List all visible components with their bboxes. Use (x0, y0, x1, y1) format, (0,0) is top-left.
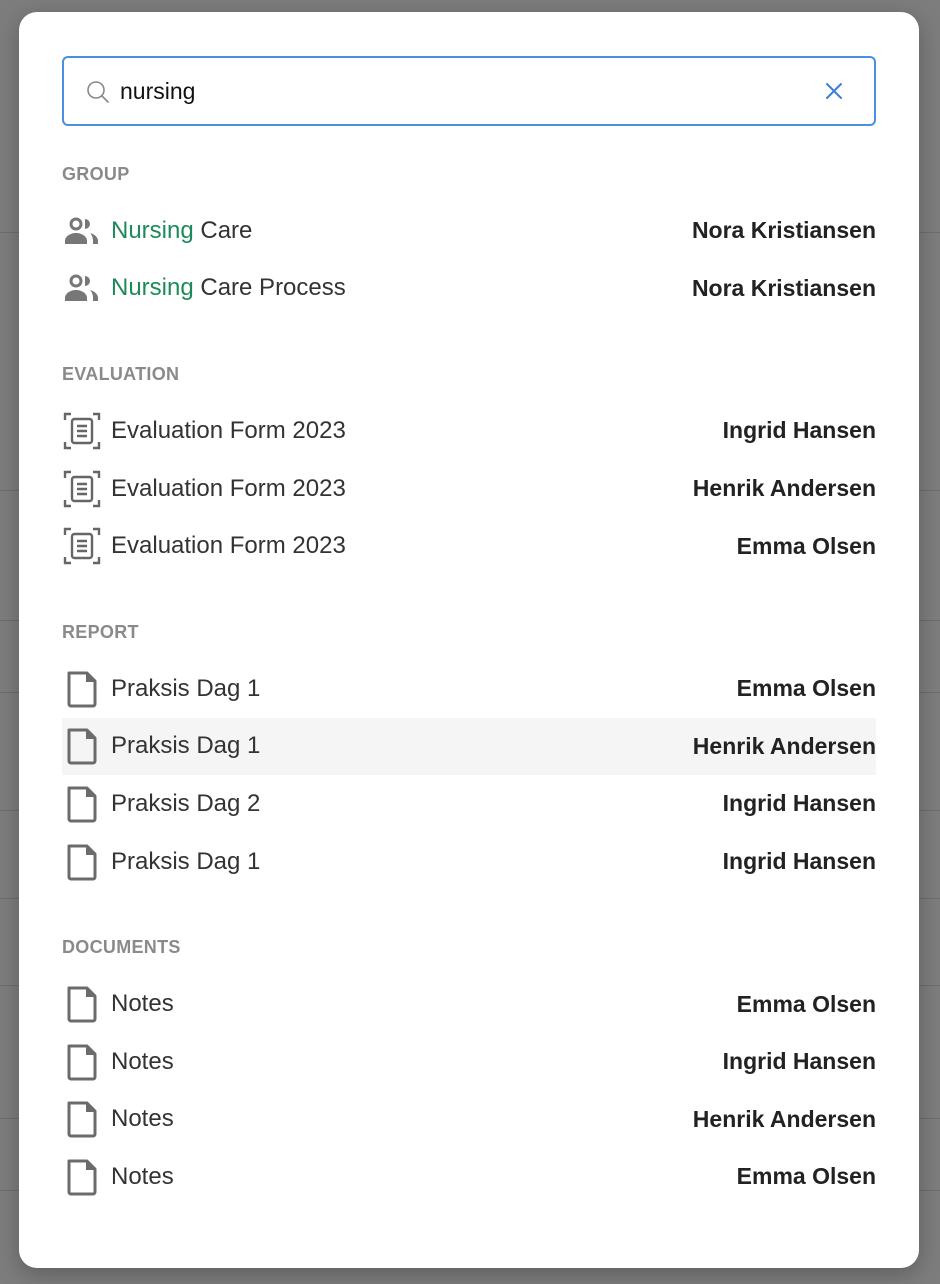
document-icon (62, 726, 102, 766)
query-match-highlight: Nursing (111, 274, 194, 302)
search-results: GROUP Nursing Care Nora Kristiansen Nurs… (62, 160, 876, 1249)
search-box (62, 56, 876, 126)
result-owner: Henrik Andersen (692, 1105, 876, 1132)
query-match-highlight: Nursing (111, 216, 194, 244)
result-owner: Emma Olsen (736, 532, 876, 559)
result-owner: Ingrid Hansen (722, 848, 876, 875)
result-item[interactable]: Notes Emma Olsen (62, 1148, 876, 1206)
group-icon (62, 211, 102, 251)
result-title: Notes (111, 1163, 737, 1191)
result-title-text: Praksis Dag 1 (111, 847, 261, 875)
result-title-text: Praksis Dag 1 (111, 732, 261, 760)
section-header: EVALUATION (62, 364, 180, 385)
results-section-group: GROUP Nursing Care Nora Kristiansen Nurs… (62, 160, 876, 317)
document-icon (62, 669, 102, 709)
result-title-text: Evaluation Form 2023 (111, 474, 346, 502)
result-owner: Emma Olsen (736, 1163, 876, 1190)
result-title-text: Notes (111, 1162, 174, 1190)
result-title-text: Notes (111, 1047, 174, 1075)
result-title: Praksis Dag 1 (111, 848, 723, 876)
result-title: Notes (111, 1048, 723, 1076)
result-item[interactable]: Evaluation Form 2023 Ingrid Hansen (62, 402, 876, 460)
result-title-text: Notes (111, 990, 174, 1018)
result-title: Evaluation Form 2023 (111, 475, 693, 503)
section-header: GROUP (62, 164, 130, 184)
result-title: Evaluation Form 2023 (111, 532, 737, 560)
result-item[interactable]: Praksis Dag 1 Emma Olsen (62, 660, 876, 718)
evaluation-form-icon (62, 469, 102, 509)
result-item[interactable]: Evaluation Form 2023 Henrik Andersen (62, 460, 876, 518)
search-icon (87, 81, 109, 103)
result-owner: Ingrid Hansen (722, 1048, 876, 1075)
result-title-text: Praksis Dag 1 (111, 674, 261, 702)
document-icon (62, 1157, 102, 1197)
results-section-report: REPORT Praksis Dag 1 Emma Olsen Praksis … (62, 618, 876, 890)
result-title: Praksis Dag 1 (111, 732, 693, 760)
result-item[interactable]: Praksis Dag 2 Ingrid Hansen (62, 775, 876, 833)
result-owner: Ingrid Hansen (722, 417, 876, 444)
result-item[interactable]: Praksis Dag 1 Ingrid Hansen (62, 833, 876, 891)
document-icon (62, 1042, 102, 1082)
result-item[interactable]: Nursing Care Nora Kristiansen (62, 202, 876, 260)
result-owner: Emma Olsen (736, 990, 876, 1017)
result-title-text: Notes (111, 1105, 174, 1133)
document-icon (62, 1099, 102, 1139)
search-modal: GROUP Nursing Care Nora Kristiansen Nurs… (19, 12, 919, 1268)
result-owner: Henrik Andersen (692, 475, 876, 502)
document-icon (62, 842, 102, 882)
results-section-evaluation: EVALUATION Evaluation Form 2023 Ingrid H… (62, 360, 876, 575)
result-title: Evaluation Form 2023 (111, 417, 723, 445)
result-item[interactable]: Notes Emma Olsen (62, 975, 876, 1033)
results-section-documents: DOCUMENTS Notes Emma Olsen Notes Ingrid … (62, 933, 876, 1205)
result-title: Nursing Care Process (111, 274, 692, 302)
result-title-text: Care Process (193, 274, 346, 302)
result-title: Notes (111, 1105, 693, 1133)
result-title: Praksis Dag 2 (111, 790, 723, 818)
result-title: Notes (111, 990, 737, 1018)
result-title-text: Care (193, 216, 253, 244)
result-owner: Emma Olsen (736, 675, 876, 702)
result-item[interactable]: Nursing Care Process Nora Kristiansen (62, 260, 876, 318)
result-owner: Nora Kristiansen (691, 217, 876, 244)
result-title-text: Praksis Dag 2 (111, 789, 261, 817)
result-item[interactable]: Notes Ingrid Hansen (62, 1033, 876, 1091)
document-icon (62, 784, 102, 824)
document-icon (62, 984, 102, 1024)
evaluation-form-icon (62, 411, 102, 451)
result-title: Praksis Dag 1 (111, 675, 737, 703)
group-icon (62, 268, 102, 308)
section-header: DOCUMENTS (62, 937, 181, 958)
result-owner: Henrik Andersen (692, 732, 876, 759)
section-header: REPORT (62, 621, 139, 642)
result-item[interactable]: Notes Henrik Andersen (62, 1091, 876, 1149)
result-item[interactable]: Praksis Dag 1 Henrik Andersen (62, 717, 876, 776)
clear-search-icon[interactable] (824, 81, 844, 101)
result-owner: Ingrid Hansen (722, 790, 876, 817)
search-input[interactable] (120, 72, 800, 110)
result-title-text: Evaluation Form 2023 (111, 416, 346, 444)
result-owner: Nora Kristiansen (691, 274, 876, 301)
result-item[interactable]: Evaluation Form 2023 Emma Olsen (62, 517, 876, 575)
evaluation-form-icon (62, 526, 102, 566)
result-title: Nursing Care (111, 217, 692, 245)
result-title-text: Evaluation Form 2023 (111, 532, 346, 560)
